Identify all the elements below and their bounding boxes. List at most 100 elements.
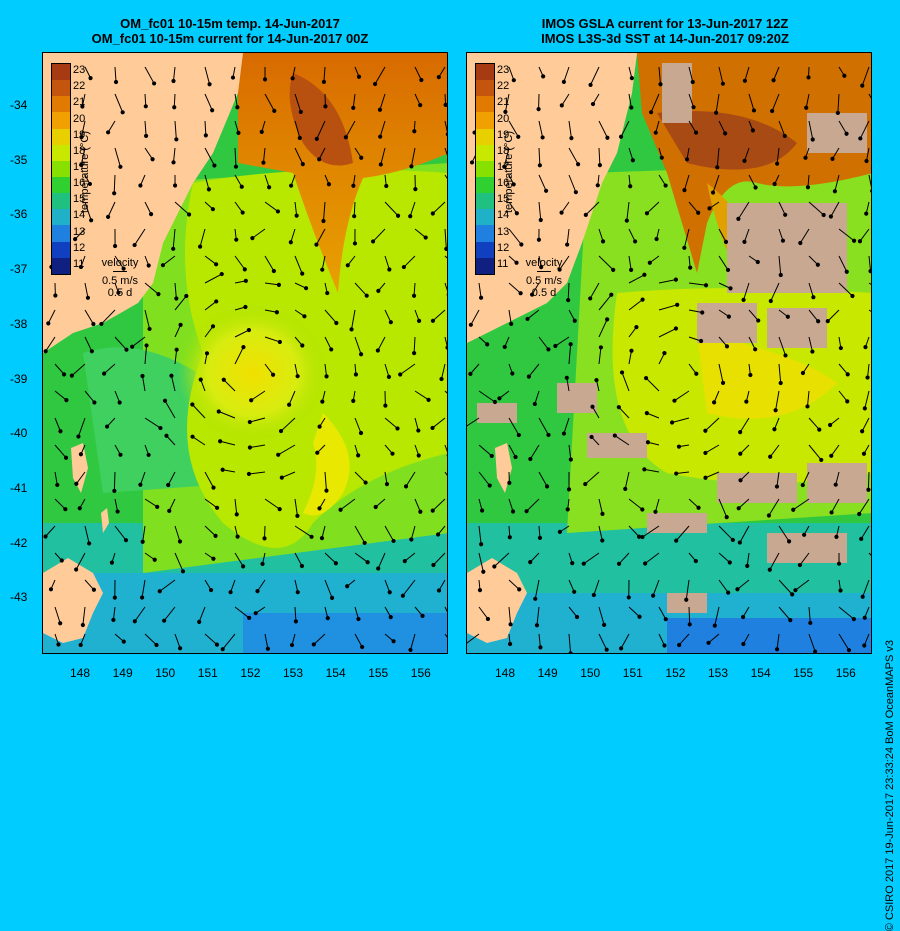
velocity-arrow-head [344,136,347,139]
velocity-arrow-head [321,400,324,403]
velocity-arrow-head [683,189,686,192]
velocity-arrow-head [470,161,473,164]
velocity-arrow-head [199,245,202,248]
velocity-arrow-head [595,378,598,381]
colorbar-tick-label: 12 [73,242,85,254]
velocity-arrow-head [591,405,594,408]
velocity-arrow-head [525,510,528,513]
velocity-arrow-head [217,410,220,413]
velocity-arrow-head [296,591,299,594]
velocity-arrow-head [509,623,512,626]
colorbar-segment [52,242,70,258]
velocity-arrow-head [675,472,678,475]
velocity-arrow-head [301,163,304,166]
velocity-arrow-head [263,78,266,81]
velocity-arrow-head [704,284,707,287]
velocity-arrow-head [584,482,587,485]
velocity-arrow-head [529,457,532,460]
velocity-arrow-head [326,617,329,620]
velocity-arrow-head [715,111,718,114]
velocity-arrow-head [641,508,644,511]
velocity-arrow-head [859,137,862,140]
latitude-tick-label: -43 [10,590,27,604]
velocity-arrow-head [74,238,77,241]
velocity-arrow-head [575,615,578,618]
velocity-arrow-head [221,648,224,651]
velocity-arrow-head [392,539,395,542]
longitude-tick-label: 149 [538,666,558,680]
right-colorbar [475,63,495,275]
right-velocity-legend: velocity 0.5 m/s 0.5 d [515,257,573,299]
velocity-arrow-head [743,159,746,162]
longitude-tick-label: 148 [70,666,90,680]
velocity-arrow-head [724,132,727,135]
velocity-arrow-head [392,640,395,643]
velocity-arrow-head [743,79,746,82]
velocity-arrow-head [141,374,144,377]
velocity-arrow-head [729,287,732,290]
velocity-arrow-head [727,315,730,318]
colorbar-tick-label: 20 [73,113,85,125]
velocity-arrow-head [124,539,127,542]
velocity-arrow-head [92,322,95,325]
velocity-arrow-head [59,430,62,433]
velocity-arrow-head [694,131,697,134]
velocity-arrow-head [112,618,115,621]
velocity-arrow-head [756,260,759,263]
velocity-arrow-head [204,134,207,137]
velocity-arrow-head [296,514,299,517]
velocity-arrow-head [54,294,57,297]
velocity-arrow-head [446,346,448,349]
velocity-arrow-head [562,432,565,435]
velocity-arrow-head [113,596,116,599]
longitude-tick-label: 151 [198,666,218,680]
velocity-arrow-head [864,345,867,348]
velocity-arrow-head [357,617,360,620]
velocity-arrow-head [366,561,369,564]
velocity-arrow-head [219,440,222,443]
velocity-arrow-head [860,537,863,540]
velocity-arrow-head [198,620,201,623]
velocity-arrow-head [871,189,872,192]
left-title: OM_fc01 10-15m temp. 14-Jun-2017 OM_fc01… [65,16,395,46]
colorbar-segment [52,80,70,96]
velocity-arrow-head [644,376,647,379]
velocity-arrow-head [577,163,580,166]
velocity-arrow-head [654,510,657,513]
velocity-arrow-head [207,188,210,191]
velocity-arrow-head [173,184,176,187]
velocity-arrow-head [508,536,511,539]
velocity-label: velocity [515,257,573,269]
velocity-arrow-head [215,300,218,303]
velocity-arrow-head [175,297,178,300]
velocity-arrow-head [346,264,349,267]
velocity-arrow-head [601,539,604,542]
colorbar-segment [52,96,70,112]
velocity-arrow-head [737,507,740,510]
velocity-arrow-head [863,616,866,619]
velocity-arrow-head [139,483,142,486]
velocity-arrow-head [789,619,792,622]
velocity-arrow-head [277,453,280,456]
velocity-arrow-head [670,421,673,424]
velocity-arrow-head [538,536,541,539]
velocity-duration: 0.5 d [91,287,149,299]
velocity-arrow-head [514,455,517,458]
velocity-arrow-head [638,615,641,618]
velocity-arrow-head [547,348,550,351]
velocity-arrow-head [822,213,825,216]
velocity-arrow-head [153,558,156,561]
velocity-arrow-head [248,616,251,619]
velocity-arrow-head [410,538,413,541]
velocity-arrow-head [866,376,869,379]
colorbar-segment [476,225,494,241]
velocity-arrow-head [830,511,833,514]
velocity-arrow-head [75,482,78,485]
latitude-tick-label: -35 [10,153,27,167]
velocity-arrow-head [869,270,872,273]
velocity-arrow-head [773,182,776,185]
velocity-arrow-head [289,241,292,244]
velocity-arrow-head [240,185,243,188]
velocity-arrow-head [322,80,325,83]
velocity-arrow-head [208,83,211,86]
